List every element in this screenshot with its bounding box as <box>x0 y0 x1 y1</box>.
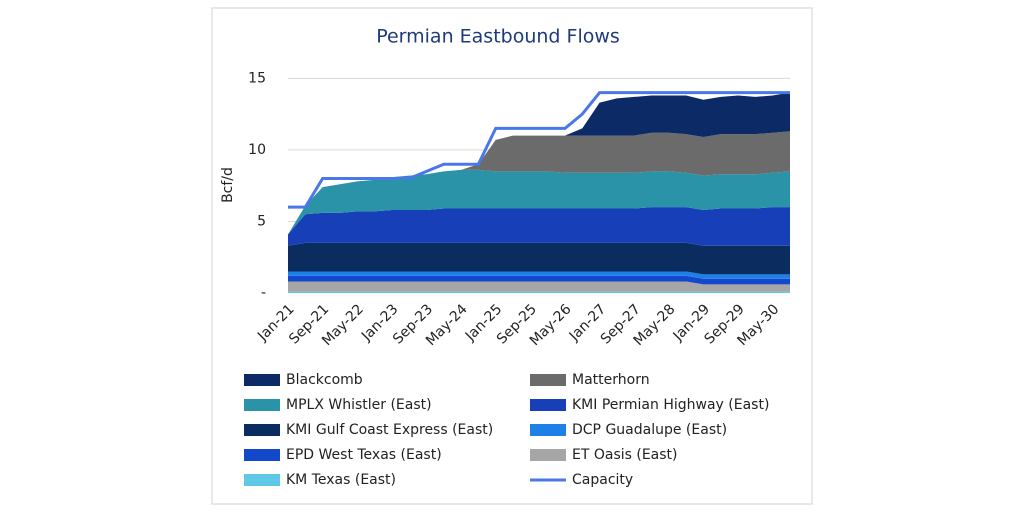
area <box>288 242 790 275</box>
area <box>288 291 790 293</box>
y-axis-label: Bcf/d <box>220 167 236 203</box>
legend-label: Capacity <box>572 472 633 488</box>
legend-swatch <box>244 474 280 486</box>
legend-label: MPLX Whistler (East) <box>286 397 432 413</box>
legend-label: ET Oasis (East) <box>572 447 678 463</box>
legend-swatch <box>244 449 280 461</box>
y-tick-label: 5 <box>257 213 266 229</box>
y-tick-label: 15 <box>248 70 266 86</box>
legend-swatch <box>530 374 566 386</box>
legend-label: KM Texas (East) <box>286 472 396 488</box>
legend-label: KMI Gulf Coast Express (East) <box>286 422 493 438</box>
legend-label: Blackcomb <box>286 372 363 388</box>
area <box>288 207 790 246</box>
legend-swatch <box>530 449 566 461</box>
legend-label: DCP Guadalupe (East) <box>572 422 727 438</box>
legend-swatch <box>244 424 280 436</box>
legend-label: Matterhorn <box>572 372 650 388</box>
area <box>288 169 790 235</box>
legend-swatch <box>244 374 280 386</box>
legend-swatch <box>530 424 566 436</box>
area <box>288 281 790 292</box>
legend-swatch <box>244 399 280 411</box>
legend-swatch <box>530 399 566 411</box>
chart-title: Permian Eastbound Flows <box>376 26 620 48</box>
area <box>288 271 790 279</box>
y-tick-label: - <box>261 285 266 301</box>
legend-label: KMI Permian Highway (East) <box>572 397 769 413</box>
area <box>288 92 790 235</box>
area <box>288 131 790 235</box>
area <box>288 275 790 285</box>
capacity-line <box>288 91 790 209</box>
legend-label: EPD West Texas (East) <box>286 447 442 463</box>
y-tick-label: 10 <box>248 142 266 158</box>
